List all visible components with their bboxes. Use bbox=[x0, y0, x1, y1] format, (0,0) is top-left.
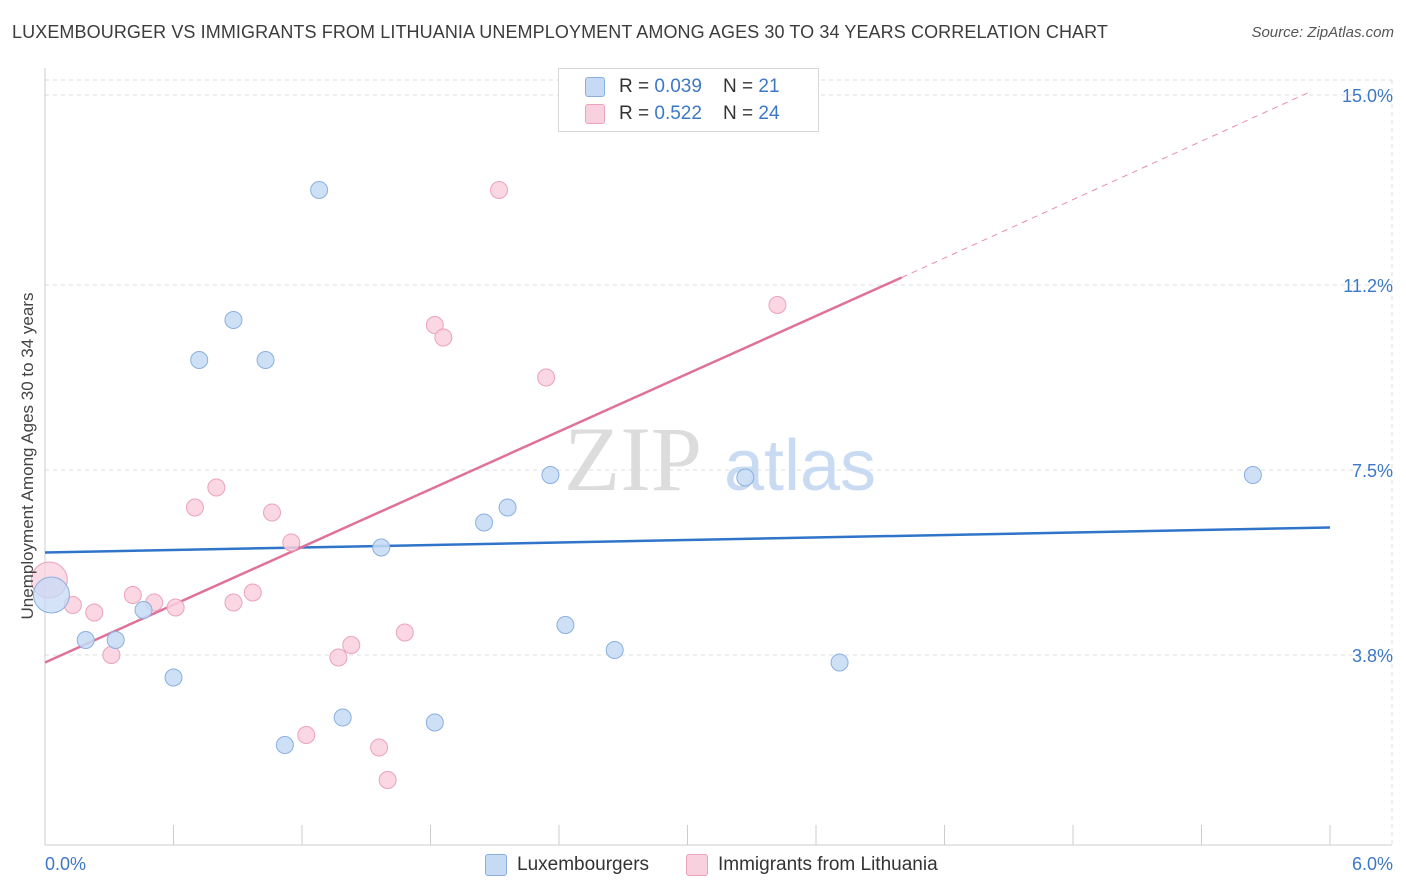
legend-label-lithuania: Immigrants from Lithuania bbox=[718, 854, 938, 875]
legend-row-lithuania: R = 0.522 N = 24 bbox=[585, 101, 780, 127]
point-luxembourgers bbox=[310, 181, 329, 199]
y-tick-label: 15.0% bbox=[1342, 86, 1393, 106]
source-label: Source: ZipAtlas.com bbox=[1251, 24, 1394, 41]
point-lithuania bbox=[243, 583, 262, 602]
y-tick-label: 11.2% bbox=[1343, 276, 1393, 296]
point-lithuania bbox=[297, 726, 316, 744]
y-axis-label: Unemployment Among Ages 30 to 34 years bbox=[18, 292, 37, 620]
legend-r-value: 0.522 bbox=[654, 103, 702, 124]
point-luxembourgers bbox=[333, 708, 352, 727]
legend-n-value: 21 bbox=[758, 76, 780, 97]
point-luxembourgers bbox=[32, 576, 70, 614]
point-luxembourgers bbox=[372, 538, 391, 557]
legend-swatch-blue bbox=[485, 854, 507, 876]
point-lithuania bbox=[282, 533, 301, 552]
gridlines bbox=[45, 79, 1393, 845]
point-lithuania bbox=[370, 738, 389, 757]
point-lithuania bbox=[207, 478, 226, 497]
axes bbox=[44, 68, 1392, 846]
point-lithuania bbox=[537, 368, 556, 387]
point-lithuania bbox=[490, 181, 509, 199]
trend-line-lithuania-extension bbox=[901, 92, 1309, 278]
correlation-legend: R = 0.039 N = 21 R = 0.522 N = 24 bbox=[558, 68, 819, 132]
point-luxembourgers bbox=[76, 631, 95, 649]
legend-swatch-pink bbox=[585, 104, 605, 124]
legend-n-value: 24 bbox=[758, 103, 780, 124]
point-lithuania bbox=[263, 503, 282, 522]
point-lithuania bbox=[102, 646, 121, 664]
legend-swatch-blue bbox=[585, 77, 605, 97]
x-tick-label: 0.0% bbox=[45, 854, 86, 874]
point-lithuania bbox=[85, 603, 104, 622]
legend-item-lithuania: Immigrants from Lithuania bbox=[686, 852, 938, 878]
legend-n-label: N = bbox=[723, 76, 759, 97]
trend-line-luxembourgers bbox=[44, 526, 1331, 554]
x-tick-label: 6.0% bbox=[1352, 854, 1393, 874]
legend-label-luxembourgers: Luxembourgers bbox=[517, 854, 650, 875]
point-luxembourgers bbox=[275, 736, 294, 754]
legend-item-luxembourgers: Luxembourgers bbox=[485, 852, 649, 878]
point-luxembourgers bbox=[224, 311, 243, 329]
point-luxembourgers bbox=[605, 641, 624, 659]
point-luxembourgers bbox=[106, 631, 125, 649]
point-lithuania bbox=[224, 593, 243, 612]
point-lithuania bbox=[378, 771, 397, 789]
point-luxembourgers bbox=[541, 466, 560, 484]
watermark-atlas: atlas bbox=[724, 426, 876, 506]
y-tick-label: 3.8% bbox=[1352, 646, 1393, 666]
legend-r-label: R = bbox=[619, 103, 655, 124]
point-luxembourgers bbox=[475, 513, 494, 532]
point-luxembourgers bbox=[498, 498, 517, 517]
point-lithuania bbox=[768, 296, 787, 314]
point-lithuania bbox=[425, 316, 444, 334]
legend-r-label: R = bbox=[619, 76, 655, 97]
point-lithuania bbox=[166, 598, 185, 617]
chart-title: LUXEMBOURGER VS IMMIGRANTS FROM LITHUANI… bbox=[12, 22, 1109, 42]
point-luxembourgers bbox=[830, 653, 849, 672]
point-luxembourgers bbox=[134, 601, 153, 619]
point-lithuania bbox=[123, 586, 142, 604]
legend-swatch-pink bbox=[686, 854, 708, 876]
point-luxembourgers bbox=[164, 668, 183, 687]
y-axis-label-wrap: Unemployment Among Ages 30 to 34 years bbox=[12, 293, 37, 620]
legend-row-luxembourgers: R = 0.039 N = 21 bbox=[585, 74, 780, 100]
point-luxembourgers bbox=[190, 351, 209, 369]
point-luxembourgers bbox=[256, 351, 275, 369]
legend-n-label: N = bbox=[723, 103, 759, 124]
trend-lines bbox=[44, 92, 1331, 664]
tick-labels: 3.8% 7.5% 11.2% 15.0% 0.0% 6.0% bbox=[45, 86, 1393, 874]
point-lithuania bbox=[395, 623, 414, 642]
watermark-zip: ZIP bbox=[564, 408, 702, 510]
legend-r-value: 0.039 bbox=[654, 76, 702, 97]
point-lithuania bbox=[434, 328, 453, 347]
point-luxembourgers bbox=[425, 713, 444, 732]
point-luxembourgers bbox=[736, 468, 755, 487]
data-points bbox=[30, 181, 1262, 789]
trend-line-lithuania bbox=[44, 276, 903, 664]
point-lithuania bbox=[329, 648, 348, 667]
point-lithuania bbox=[342, 636, 361, 654]
point-luxembourgers bbox=[1243, 466, 1262, 484]
y-tick-label: 7.5% bbox=[1352, 461, 1393, 481]
point-lithuania bbox=[185, 498, 204, 517]
point-luxembourgers bbox=[556, 616, 575, 634]
